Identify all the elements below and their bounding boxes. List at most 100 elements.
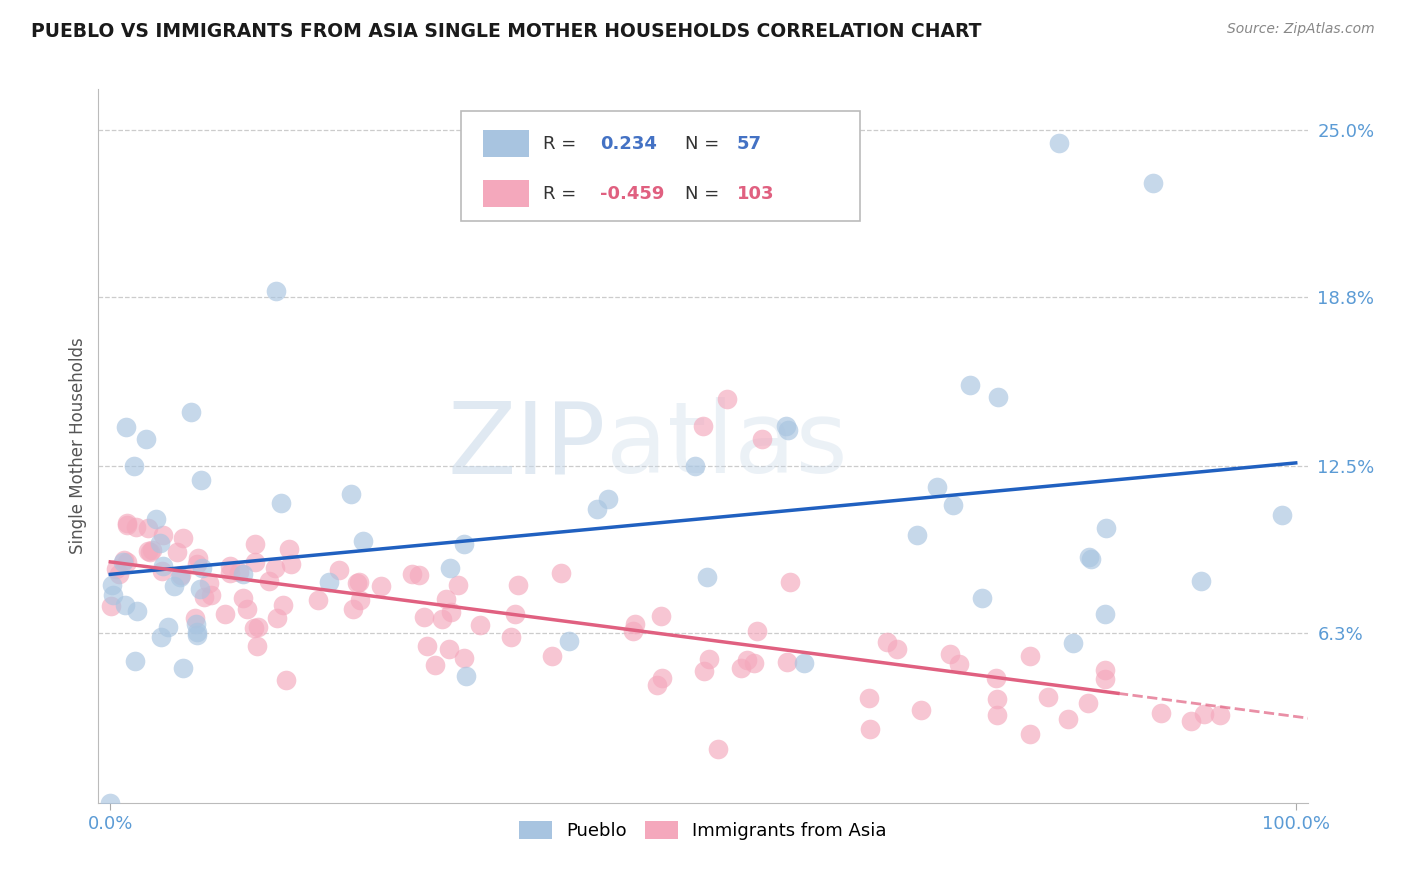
Point <box>114 599 136 613</box>
Point <box>859 722 882 736</box>
Point <box>100 796 122 810</box>
Point <box>456 669 478 683</box>
Point <box>942 498 965 512</box>
Point <box>986 692 1008 706</box>
Point <box>416 640 439 654</box>
Point <box>138 545 160 559</box>
Text: -0.459: -0.459 <box>600 186 665 203</box>
Point <box>100 599 122 614</box>
Point <box>984 671 1007 685</box>
Point <box>277 541 299 556</box>
Point <box>103 588 125 602</box>
Point <box>1078 550 1101 565</box>
Point <box>346 575 368 590</box>
Point <box>117 516 139 530</box>
Point <box>1142 177 1164 191</box>
Point <box>623 616 645 631</box>
Point <box>145 511 167 525</box>
Point <box>858 691 880 706</box>
Text: 57: 57 <box>737 136 762 153</box>
Point <box>430 612 453 626</box>
Point <box>232 566 254 581</box>
Point <box>905 528 928 542</box>
Point <box>149 536 172 550</box>
Point <box>793 656 815 670</box>
Point <box>692 418 714 433</box>
Point <box>347 574 370 589</box>
Point <box>437 642 460 657</box>
Point <box>115 517 138 532</box>
Point <box>264 284 287 298</box>
Point <box>104 562 127 576</box>
Point <box>169 569 191 583</box>
Point <box>193 591 215 605</box>
Text: N =: N = <box>685 186 725 203</box>
Point <box>959 378 981 392</box>
Point <box>683 458 706 473</box>
Point <box>152 558 174 573</box>
Point <box>245 537 267 551</box>
Point <box>190 561 212 575</box>
Point <box>1080 552 1102 566</box>
Point <box>1192 706 1215 721</box>
Point <box>141 543 163 558</box>
Point <box>152 528 174 542</box>
Point <box>1047 136 1070 150</box>
Point <box>434 592 457 607</box>
Point <box>112 555 135 569</box>
Point <box>349 593 371 607</box>
Point <box>948 657 970 671</box>
Point <box>186 628 208 642</box>
Point <box>318 574 340 589</box>
Point <box>198 576 221 591</box>
Point <box>453 651 475 665</box>
Point <box>650 608 672 623</box>
Bar <box>482 180 529 207</box>
Point <box>1180 714 1202 728</box>
Point <box>1209 707 1232 722</box>
Point <box>115 555 138 569</box>
Text: Source: ZipAtlas.com: Source: ZipAtlas.com <box>1227 22 1375 37</box>
Point <box>987 391 1010 405</box>
Point <box>107 566 129 581</box>
Point <box>270 496 292 510</box>
Point <box>370 579 392 593</box>
Point <box>408 567 430 582</box>
Point <box>696 570 718 584</box>
Point <box>1094 673 1116 687</box>
Point <box>1150 706 1173 721</box>
Point <box>468 618 491 632</box>
Point <box>1077 697 1099 711</box>
Point <box>779 575 801 590</box>
Point <box>1094 663 1116 677</box>
Point <box>114 419 136 434</box>
Point <box>747 624 769 638</box>
Point <box>651 671 673 685</box>
Point <box>307 593 329 607</box>
Point <box>751 432 773 446</box>
FancyBboxPatch shape <box>461 111 860 221</box>
Point <box>219 566 242 581</box>
Point <box>228 565 250 579</box>
Point <box>243 622 266 636</box>
Point <box>188 582 211 597</box>
Point <box>401 567 423 582</box>
Point <box>1018 727 1040 741</box>
Point <box>136 521 159 535</box>
Point <box>243 555 266 569</box>
Point <box>328 563 350 577</box>
Point <box>180 405 202 419</box>
Point <box>214 607 236 621</box>
Point <box>453 537 475 551</box>
Point <box>423 658 446 673</box>
Point <box>558 633 581 648</box>
Point <box>163 579 186 593</box>
Point <box>541 649 564 664</box>
Point <box>447 577 470 591</box>
Point <box>778 424 800 438</box>
Point <box>352 534 374 549</box>
Point <box>340 487 363 501</box>
Point <box>156 620 179 634</box>
Point <box>125 520 148 534</box>
Y-axis label: Single Mother Households: Single Mother Households <box>69 338 87 554</box>
